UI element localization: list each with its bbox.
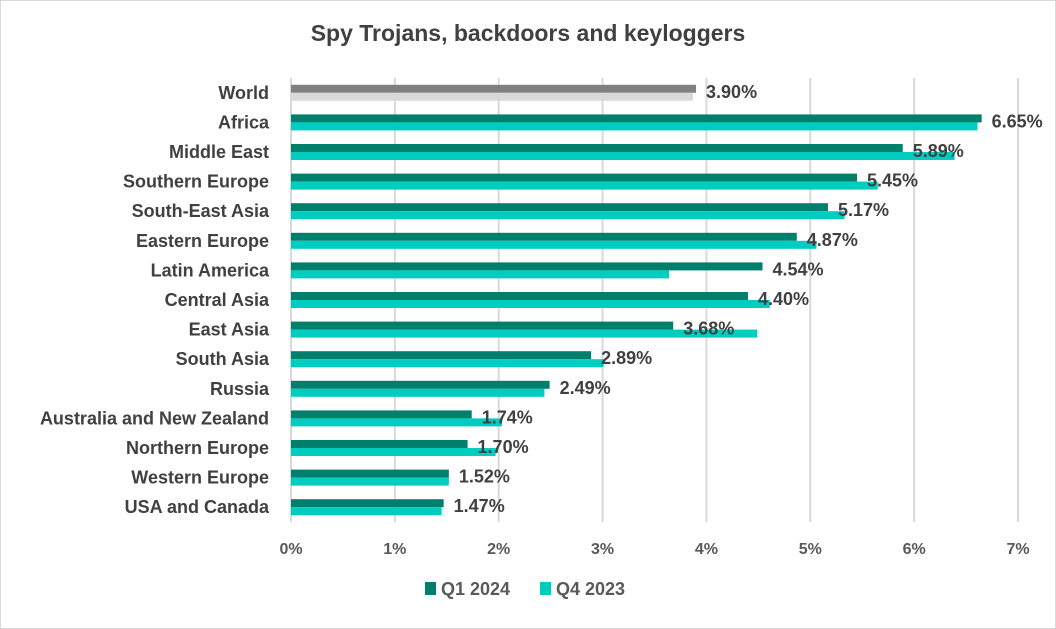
x-tick-label: 2%: [487, 541, 510, 558]
bars: [291, 84, 982, 516]
bar-q4-2023: [291, 448, 496, 456]
category-label: South Asia: [176, 349, 270, 369]
bar-q1-2024: [291, 84, 697, 93]
category-label: East Asia: [189, 320, 270, 340]
bar-q4-2023: [291, 122, 978, 131]
x-axis-ticks: 0% 1% 2% 3% 4% 5% 6% 7%: [279, 541, 1029, 558]
bar-q1-2024: [291, 469, 449, 478]
data-label: 4.87%: [807, 230, 858, 250]
bar-q1-2024: [291, 114, 982, 123]
bar-q4-2023: [291, 388, 545, 397]
data-label: 5.89%: [913, 141, 964, 161]
bar-q4-2023: [291, 211, 845, 220]
x-tick-label: 3%: [591, 541, 614, 558]
data-label: 4.40%: [758, 289, 809, 309]
data-label: 3.68%: [683, 319, 734, 339]
bar-q4-2023: [291, 152, 955, 160]
bar-q1-2024: [291, 203, 828, 212]
data-labels: 3.90% 6.65% 5.89% 5.45% 5.17% 4.87% 4.54% 4.40%…: [454, 82, 1043, 516]
category-label: Western Europe: [131, 468, 269, 488]
bar-q4-2023: [291, 240, 817, 249]
bar-q1-2024: [291, 321, 674, 330]
category-label: Middle East: [169, 142, 269, 162]
x-tick-label: 0%: [279, 541, 302, 558]
category-label: World: [218, 83, 269, 103]
data-label: 1.47%: [454, 496, 505, 516]
bar-q1-2024: [291, 440, 468, 448]
data-label: 6.65%: [992, 111, 1043, 131]
bar-q4-2023: [291, 507, 442, 516]
data-label: 5.45%: [867, 171, 918, 191]
category-label: Eastern Europe: [136, 231, 269, 251]
bar-q4-2023: [291, 329, 758, 338]
data-label: 1.70%: [478, 437, 529, 457]
legend-swatch: [540, 582, 551, 595]
x-tick-label: 1%: [383, 541, 406, 558]
category-label: Latin America: [151, 260, 270, 280]
bar-q4-2023: [291, 477, 449, 486]
legend-label: Q4 2023: [556, 579, 625, 599]
data-label: 1.52%: [459, 467, 510, 487]
category-label: USA and Canada: [125, 497, 270, 517]
bar-q1-2024: [291, 292, 748, 300]
bar-q1-2024: [291, 380, 550, 389]
bar-q4-2023: [291, 270, 670, 279]
category-label: Northern Europe: [126, 438, 269, 458]
x-tick-label: 4%: [695, 541, 718, 558]
bar-q4-2023: [291, 181, 878, 190]
data-label: 3.90%: [706, 82, 757, 102]
category-label: Central Asia: [165, 290, 270, 310]
bar-q1-2024: [291, 499, 444, 508]
legend-label: Q1 2024: [441, 579, 510, 599]
category-label: Russia: [210, 379, 270, 399]
category-label: Australia and New Zealand: [40, 408, 269, 428]
legend-swatch: [425, 582, 436, 595]
category-labels: World Africa Middle East Southern Europe Sou…: [40, 83, 270, 517]
chart-title: Spy Trojans, backdoors and keyloggers: [310, 20, 746, 46]
bar-q1-2024: [291, 351, 592, 360]
category-label: Southern Europe: [123, 172, 269, 192]
bar-q1-2024: [291, 173, 858, 182]
category-label: South-East Asia: [132, 201, 270, 221]
x-tick-label: 6%: [903, 541, 926, 558]
x-tick-label: 5%: [799, 541, 822, 558]
data-label: 5.17%: [838, 200, 889, 220]
bar-q1-2024: [291, 144, 903, 152]
data-label: 4.54%: [773, 259, 824, 279]
bar-q4-2023: [291, 418, 502, 427]
bar-q4-2023: [291, 359, 604, 368]
bar-q1-2024: [291, 232, 797, 241]
bar-q4-2023: [291, 92, 693, 101]
data-label: 2.49%: [560, 378, 611, 398]
legend: Q1 2024 Q4 2023: [425, 579, 625, 599]
bar-q1-2024: [291, 410, 472, 419]
category-label: Africa: [218, 112, 270, 132]
bar-q1-2024: [291, 262, 763, 271]
data-label: 2.89%: [601, 348, 652, 368]
bar-q4-2023: [291, 300, 770, 308]
x-tick-label: 7%: [1006, 541, 1029, 558]
data-label: 1.74%: [482, 407, 533, 427]
